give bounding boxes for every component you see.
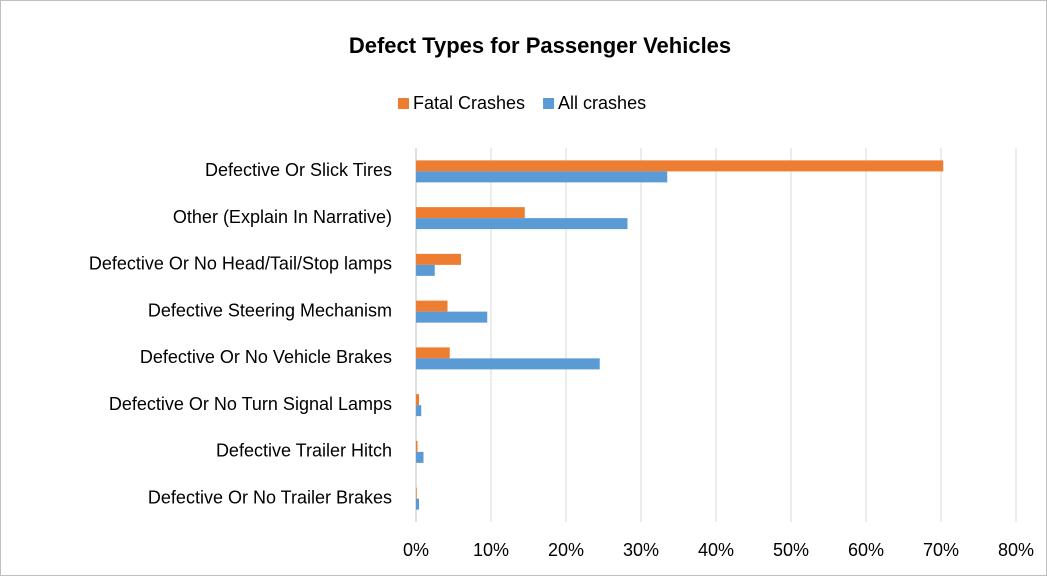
bar <box>416 405 422 417</box>
bar <box>416 487 417 499</box>
legend-label: Fatal Crashes <box>413 93 525 113</box>
bar <box>416 347 450 359</box>
legend-label: All crashes <box>558 93 646 113</box>
y-tick-label: Defective Trailer Hitch <box>216 441 392 461</box>
bar <box>416 451 424 463</box>
x-tick-label: 10% <box>473 540 509 560</box>
bar <box>416 264 435 276</box>
chart-title: Defect Types for Passenger Vehicles <box>349 33 731 58</box>
bar <box>416 440 418 452</box>
bar <box>416 207 525 219</box>
bar <box>416 300 448 312</box>
x-tick-label: 50% <box>773 540 809 560</box>
bar <box>416 218 628 230</box>
bar <box>416 498 419 510</box>
y-tick-label: Defective Or No Turn Signal Lamps <box>109 394 392 414</box>
bar <box>416 311 488 323</box>
x-tick-label: 30% <box>623 540 659 560</box>
y-tick-label: Other (Explain In Narrative) <box>173 207 392 227</box>
y-tick-label: Defective Or No Head/Tail/Stop lamps <box>89 254 392 274</box>
bar <box>416 358 600 370</box>
bar <box>416 394 419 406</box>
bar <box>416 160 944 172</box>
x-tick-label: 60% <box>848 540 884 560</box>
legend-swatch <box>398 98 409 109</box>
x-tick-label: 0% <box>403 540 429 560</box>
y-tick-label: Defective Steering Mechanism <box>148 300 392 320</box>
x-tick-label: 70% <box>923 540 959 560</box>
x-tick-label: 80% <box>998 540 1034 560</box>
x-tick-label: 20% <box>548 540 584 560</box>
x-tick-label: 40% <box>698 540 734 560</box>
y-tick-label: Defective Or No Vehicle Brakes <box>140 347 392 367</box>
legend-swatch <box>543 98 555 109</box>
y-tick-label: Defective Or Slick Tires <box>205 160 392 180</box>
y-tick-label: Defective Or No Trailer Brakes <box>148 487 392 507</box>
bar <box>416 253 461 265</box>
bar <box>416 171 668 183</box>
